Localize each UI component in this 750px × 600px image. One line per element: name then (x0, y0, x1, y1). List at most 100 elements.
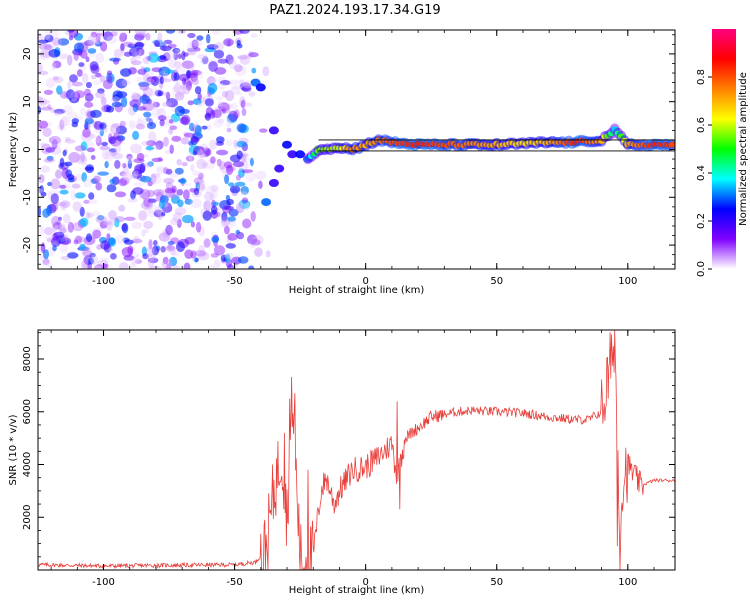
noise-blob (131, 221, 143, 229)
noise-blob (248, 91, 256, 97)
ridge-point (255, 83, 266, 92)
noise-blob (89, 38, 101, 45)
noise-blob (56, 123, 66, 132)
noise-blob (183, 52, 189, 57)
noise-blob (223, 38, 234, 47)
noise-blob (225, 139, 234, 147)
noise-blob (191, 252, 197, 261)
colorbar-tick-label: 0.0 (696, 261, 707, 277)
noise-blob (87, 34, 98, 46)
noise-blob (211, 236, 220, 243)
noise-blob (169, 144, 174, 154)
noise-blob (38, 120, 49, 129)
noise-blob (44, 30, 51, 40)
noise-blob (90, 254, 98, 265)
noise-blob (119, 262, 129, 269)
noise-blob (116, 135, 126, 142)
snr-x-axis-label: Height of straight line (km) (289, 585, 425, 596)
snr-panel: -100 -50 0 50 100 2000 4000 6000 8000 Height of … (8, 329, 676, 596)
noise-blob (197, 252, 208, 258)
noise-blob (121, 248, 133, 253)
noise-blob (71, 118, 80, 124)
noise-blob (239, 30, 250, 34)
noise-blob (179, 108, 190, 114)
noise-blob (109, 123, 121, 135)
noise-blob (160, 246, 166, 253)
noise-blob (59, 184, 67, 189)
noise-blob (195, 221, 202, 233)
y-tick-label: -20 (22, 237, 33, 253)
noise-blob (143, 197, 153, 208)
noise-blob (67, 30, 74, 33)
noise-blob (167, 120, 177, 125)
noise-blob (227, 216, 236, 222)
noise-blob (115, 125, 127, 135)
noise-blob (108, 148, 117, 153)
noise-blob (221, 90, 228, 98)
noise-blob (155, 140, 164, 150)
noise-blob (74, 192, 86, 199)
noise-blob (198, 172, 204, 180)
noise-blob (190, 250, 197, 259)
noise-blob (159, 45, 172, 51)
noise-blob (109, 178, 116, 184)
noise-blob (238, 168, 245, 178)
noise-blob (85, 81, 92, 89)
noise-blob (39, 51, 52, 59)
noise-blob (239, 96, 246, 107)
noise-blob (143, 86, 153, 98)
noise-blob (169, 218, 180, 226)
noise-blob (111, 30, 119, 36)
noise-blob (50, 178, 61, 190)
noise-blob (238, 199, 251, 209)
spectrogram-noise (38, 30, 271, 269)
noise-blob (224, 161, 233, 169)
noise-blob (39, 49, 51, 58)
noise-blob (143, 111, 152, 118)
noise-blob (213, 245, 226, 256)
noise-blob (85, 56, 90, 63)
noise-blob (173, 83, 182, 93)
noise-blob (99, 32, 111, 37)
noise-blob (219, 105, 227, 112)
noise-blob (233, 139, 238, 148)
noise-blob (176, 219, 182, 228)
noise-blob (153, 189, 165, 197)
noise-blob (38, 188, 44, 195)
noise-blob (51, 62, 57, 71)
noise-blob (59, 119, 65, 130)
noise-blob (53, 111, 63, 116)
noise-blob (73, 90, 86, 99)
y-tick-label: 8000 (22, 346, 33, 371)
noise-blob (68, 35, 74, 41)
noise-blob (134, 259, 142, 264)
noise-blob (102, 79, 113, 90)
noise-blob (235, 174, 241, 181)
colorbar-ticks: 0.0 0.2 0.4 0.6 0.8 (696, 69, 712, 277)
noise-blob (111, 101, 123, 108)
noise-blob (42, 127, 52, 137)
noise-blob (53, 76, 64, 84)
noise-blob (130, 143, 142, 154)
noise-blob (235, 91, 243, 96)
noise-blob (216, 159, 222, 167)
noise-blob (65, 137, 71, 142)
noise-blob (219, 80, 231, 86)
noise-blob (92, 79, 102, 86)
noise-blob (184, 249, 194, 259)
noise-blob (110, 31, 118, 37)
noise-blob (131, 91, 138, 97)
noise-blob (135, 253, 141, 265)
noise-blob (157, 213, 163, 220)
noise-blob (72, 201, 82, 212)
noise-blob (103, 218, 115, 226)
noise-blob (225, 253, 231, 263)
noise-blob (71, 183, 81, 189)
noise-blob (214, 42, 224, 51)
noise-blob (38, 99, 51, 105)
noise-blob (95, 175, 103, 183)
noise-blob (153, 240, 158, 246)
noise-blob (67, 173, 75, 181)
noise-blob (108, 209, 117, 221)
noise-blob (101, 263, 108, 269)
